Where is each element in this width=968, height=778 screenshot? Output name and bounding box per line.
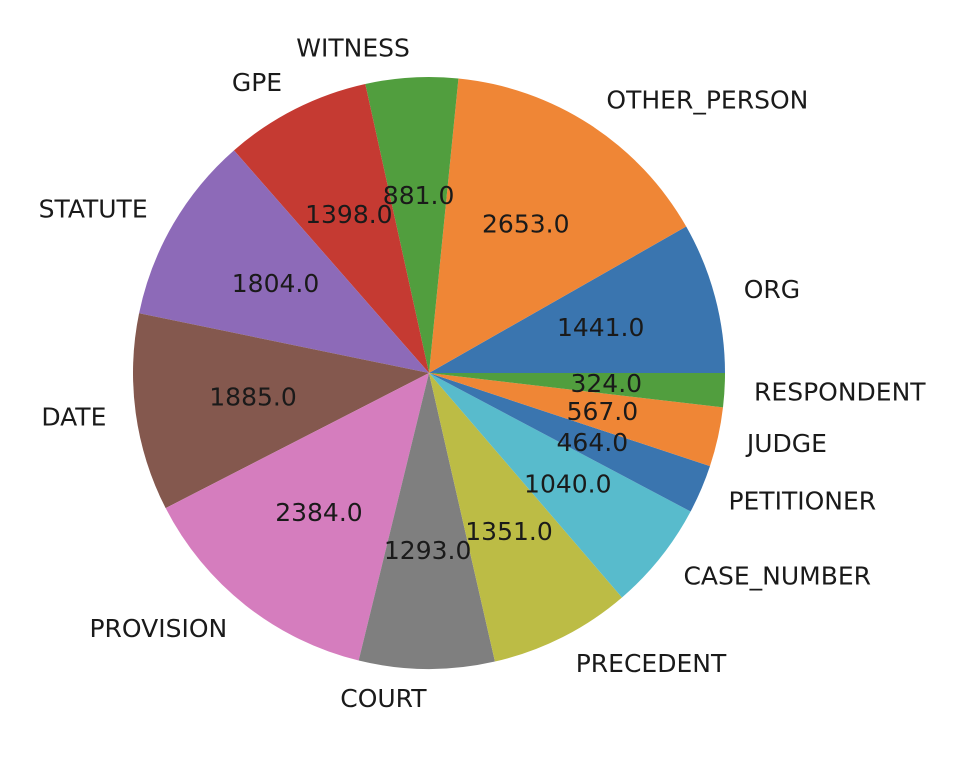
value-label-precedent: 1351.0 [465, 517, 552, 546]
pie-slices [133, 76, 725, 669]
value-label-other-person: 2653.0 [482, 210, 569, 239]
value-label-court: 1293.0 [384, 536, 471, 565]
pie-slice-case-number [429, 373, 691, 598]
category-label-other-person: OTHER_PERSON [606, 85, 808, 114]
category-label-provision: PROVISION [89, 614, 227, 643]
category-label-court: COURT [340, 684, 427, 713]
value-label-org: 1441.0 [557, 313, 644, 342]
value-label-case-number: 1040.0 [524, 469, 611, 498]
value-label-petitioner: 464.0 [557, 428, 629, 457]
pie-slice-gpe [233, 83, 429, 373]
category-label-date: DATE [41, 402, 106, 431]
pie-slice-other-person [429, 78, 687, 373]
category-label-judge: JUDGE [745, 429, 827, 458]
pie-slice-provision [165, 373, 429, 661]
category-label-precedent: PRECEDENT [576, 649, 727, 678]
pie-slice-precedent [429, 373, 622, 662]
category-label-gpe: GPE [232, 68, 282, 97]
category-label-statute: STATUTE [39, 195, 148, 224]
pie-slice-date [133, 313, 430, 509]
value-label-respondent: 324.0 [571, 369, 643, 398]
pie-slice-statute [139, 150, 429, 373]
category-label-respondent: RESPONDENT [754, 377, 926, 406]
pie-slice-petitioner [429, 373, 710, 512]
value-label-provision: 2384.0 [275, 498, 362, 527]
value-label-statute: 1804.0 [232, 269, 319, 298]
pie-slice-judge [429, 373, 723, 467]
category-label-petitioner: PETITIONER [728, 486, 876, 515]
category-label-org: ORG [744, 275, 800, 304]
value-label-gpe: 1398.0 [305, 200, 392, 229]
pie-slice-court [358, 373, 495, 669]
value-label-witness: 881.0 [383, 181, 455, 210]
pie-slice-witness [365, 76, 459, 373]
pie-slice-org [429, 226, 725, 373]
value-label-judge: 567.0 [567, 397, 639, 426]
pie-slice-respondent [429, 373, 725, 408]
category-label-case-number: CASE_NUMBER [683, 562, 871, 591]
category-label-witness: WITNESS [296, 33, 410, 62]
category-labels: ORG OTHER_PERSON WITNESS GPE STATUTE DATE PROV… [39, 33, 927, 713]
value-label-date: 1885.0 [209, 382, 296, 411]
